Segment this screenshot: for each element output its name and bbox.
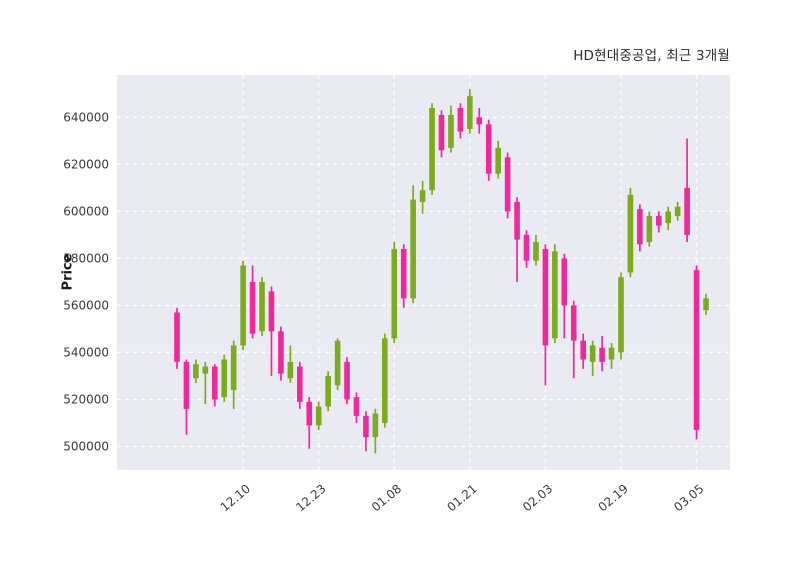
candle-body-down	[400, 248, 407, 299]
x-tick-label: 02.19	[596, 482, 631, 515]
x-tick-label: 01.08	[369, 482, 404, 515]
candle-body-down	[693, 270, 700, 431]
candle-body-down	[268, 291, 275, 332]
candle-body-up	[334, 340, 341, 386]
y-tick-label: 580000	[63, 251, 109, 265]
candle-body-down	[344, 361, 350, 400]
candle-body-down	[438, 114, 445, 151]
x-tick-label: 12.23	[293, 482, 328, 515]
candle-body-up	[533, 241, 539, 261]
candle-body-up	[391, 248, 398, 339]
candle-body-down	[476, 117, 483, 125]
candle-body-up	[382, 338, 388, 423]
candle-body-up	[665, 211, 672, 224]
candle-body-down	[174, 312, 180, 362]
candle-body-down	[211, 366, 218, 400]
x-tick-label: 03.05	[671, 482, 706, 515]
candle-body-down	[249, 281, 256, 334]
candle-body-down	[684, 187, 690, 235]
candle-body-down	[353, 397, 360, 416]
candle-body-up	[429, 107, 435, 191]
candle-body-up	[259, 281, 265, 332]
candle-body-up	[589, 345, 596, 362]
y-tick-label: 620000	[63, 157, 109, 171]
y-tick-label: 560000	[63, 298, 109, 312]
candle-body-down	[485, 124, 492, 174]
candle-body-up	[495, 147, 501, 174]
candle-body-down	[580, 340, 586, 360]
candle-body-down	[457, 107, 464, 132]
candle-body-down	[297, 366, 303, 402]
candle-body-down	[363, 415, 369, 438]
candle-body-down	[183, 361, 190, 409]
candle-body-up	[193, 364, 199, 379]
candle-body-up	[448, 114, 454, 148]
x-tick-label: 12.10	[218, 482, 253, 515]
x-tick-label: 02.03	[520, 482, 555, 515]
candle-body-down	[306, 401, 313, 426]
candle-body-up	[627, 194, 634, 273]
y-tick-label: 500000	[63, 439, 109, 453]
candle-body-up	[467, 96, 473, 130]
y-tick-label: 540000	[63, 345, 109, 359]
plot-background	[117, 75, 730, 470]
candle-body-down	[542, 248, 549, 346]
x-tick-label: 01.21	[444, 482, 479, 515]
candle-body-down	[637, 209, 643, 245]
candle-body-up	[372, 413, 379, 438]
candle-body-up	[703, 298, 709, 311]
candle-body-up	[646, 216, 653, 242]
candle-body-up	[608, 347, 615, 360]
candle-body-up	[552, 251, 558, 339]
candle-body-up	[230, 345, 237, 391]
candle-body-up	[202, 366, 209, 374]
y-tick-label: 520000	[63, 392, 109, 406]
chart-title: HD현대중공업, 최근 3개월	[573, 48, 730, 64]
candle-body-up	[240, 265, 246, 346]
candle-body-down	[561, 258, 568, 306]
candle-body-down	[504, 157, 511, 212]
candle-body-down	[523, 234, 530, 261]
candle-body-down	[570, 305, 577, 341]
candle-body-up	[325, 375, 331, 407]
candle-body-up	[287, 361, 294, 379]
candle-body-up	[315, 406, 322, 426]
candle-body-up	[618, 277, 624, 353]
candle-body-up	[410, 199, 416, 299]
candle-body-down	[514, 201, 520, 240]
y-tick-label: 640000	[63, 110, 109, 124]
candle-body-down	[278, 331, 284, 374]
candle-body-up	[674, 206, 681, 217]
candle-body-up	[221, 359, 228, 398]
candle-body-down	[599, 347, 605, 362]
candle-body-up	[419, 190, 426, 202]
y-tick-label: 600000	[63, 204, 109, 218]
y-axis-label: Price	[60, 253, 76, 291]
candle-body-down	[655, 216, 662, 226]
